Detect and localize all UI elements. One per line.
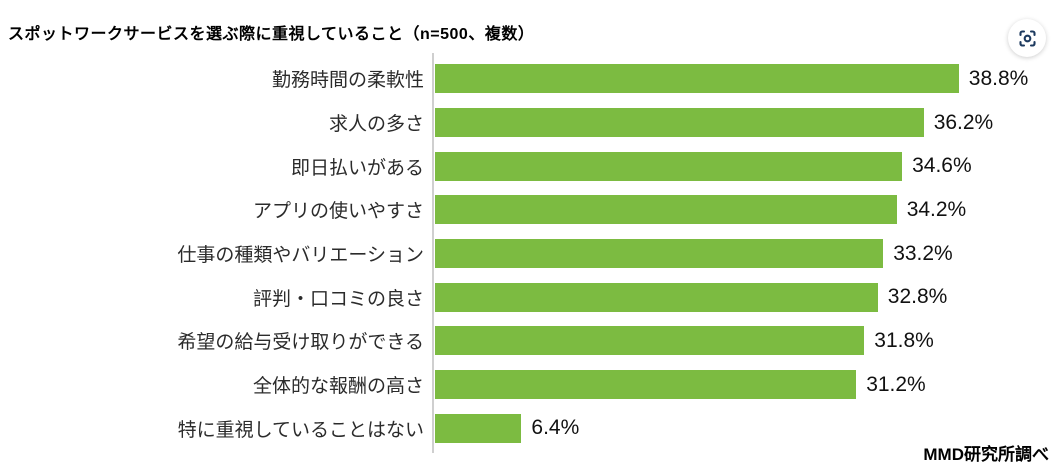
category-label: 即日払いがある (290, 157, 424, 179)
bar-track: 31.8% (433, 319, 1054, 363)
category-label: アプリの使いやすさ (252, 201, 424, 223)
bar (435, 282, 878, 312)
value-label: 6.4% (531, 416, 580, 440)
category-label: 評判・口コミの良さ (252, 288, 424, 310)
bar-row: 評判・口コミの良さ 32.8% (0, 275, 1054, 319)
value-label: 38.8% (968, 66, 1029, 90)
bar-track: 31.2% (433, 363, 1054, 407)
bar-track: 33.2% (433, 232, 1054, 276)
value-label: 34.2% (906, 197, 967, 221)
category-label: 全体的な報酬の高さ (252, 376, 424, 398)
bar-track: 34.6% (433, 144, 1054, 188)
bar-row: 即日払いがある 34.6% (0, 144, 1054, 188)
bar-row: 希望の給与受け取りができる 31.8% (0, 319, 1054, 363)
value-label: 33.2% (893, 241, 953, 265)
page-title: スポットワークサービスを選ぶ際に重視していること（n=500、複数） (8, 26, 535, 43)
source-note: MMD研究所調べ (923, 445, 1049, 464)
category-label: 求人の多さ (328, 114, 424, 136)
value-label: 34.6% (912, 154, 972, 178)
bar-track: 32.8% (433, 275, 1054, 319)
value-label: 32.8% (887, 285, 948, 309)
image-search-scan-icon (1018, 29, 1036, 47)
bar (435, 413, 522, 443)
value-label: 31.2% (866, 372, 926, 396)
bar-row: 求人の多さ 36.2% (0, 101, 1054, 145)
bar-row: 勤務時間の柔軟性 38.8% (0, 57, 1054, 101)
bar-track: 38.8% (433, 57, 1054, 101)
bar (435, 370, 857, 400)
value-label: 31.8% (874, 328, 934, 352)
category-label: 仕事の種類やバリエーション (177, 245, 424, 267)
bar (435, 239, 884, 269)
bar-track: 36.2% (433, 101, 1054, 145)
bar (435, 195, 897, 225)
bar-row: 仕事の種類やバリエーション 33.2% (0, 232, 1054, 276)
bar (435, 326, 865, 356)
bar-track: 6.4% (433, 407, 1054, 451)
category-label: 特に重視していることはない (177, 419, 424, 441)
bar-chart: 勤務時間の柔軟性 38.8% 求人の多さ 36.2% 即日払いがある 34.6%… (0, 53, 1054, 453)
bar-track: 34.2% (433, 188, 1054, 232)
image-search-button[interactable] (1008, 19, 1046, 57)
bar (435, 108, 924, 138)
value-label: 36.2% (933, 110, 994, 134)
bar (435, 64, 959, 94)
bar-row: 全体的な報酬の高さ 31.2% (0, 363, 1054, 407)
bar-row: 特に重視していることはない 6.4% (0, 407, 1054, 451)
category-label: 勤務時間の柔軟性 (271, 70, 424, 92)
bar (435, 151, 903, 181)
bar-row: アプリの使いやすさ 34.2% (0, 188, 1054, 232)
category-label: 希望の給与受け取りができる (177, 332, 424, 354)
y-axis-line (432, 53, 434, 453)
